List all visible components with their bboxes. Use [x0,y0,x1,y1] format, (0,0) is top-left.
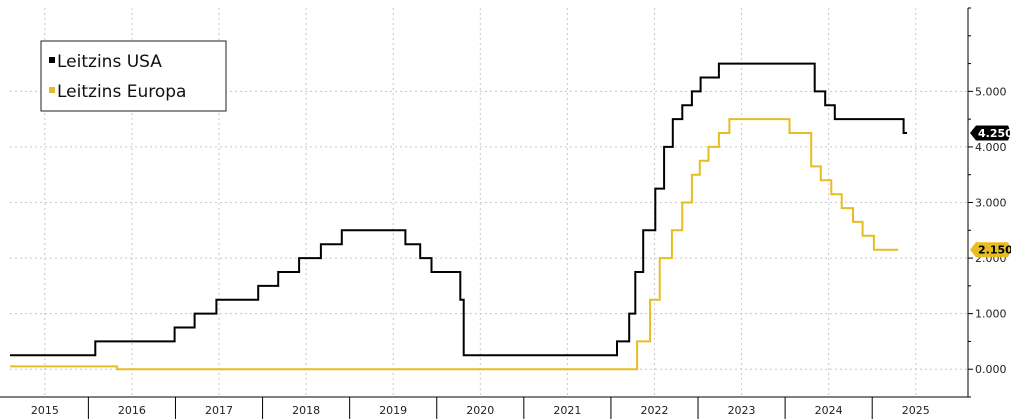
y-tick-label: 0.000 [975,363,1007,376]
y-tick-label: 4.000 [975,141,1007,154]
end-value-badge-label: 2.150 [978,244,1011,257]
series-line-0 [10,62,907,357]
x-tick-label: 2015 [31,404,59,417]
x-tick-label: 2016 [118,404,146,417]
end-value-badge-0: 4.250 [970,125,1011,141]
end-value-badge-label: 4.250 [978,127,1011,140]
y-tick-label: 5.000 [975,85,1007,98]
end-value-badges: 4.250 2.150 [970,125,1011,258]
x-tick-label: 2018 [292,404,320,417]
legend: Leitzins USA Leitzins Europa [40,40,227,112]
year-separators [87,397,873,419]
y-tick-label: 3.000 [975,197,1007,210]
x-tick-label: 2017 [205,404,233,417]
x-axis-ticks: 2015 2016 2017 2018 2019 2020 2021 2022 2023 2024… [31,404,930,417]
x-tick-label: 2024 [815,404,843,417]
end-value-badge-shape [970,242,1010,258]
legend-swatch-europa [49,87,55,93]
x-tick-label: 2019 [379,404,407,417]
legend-box [40,40,227,112]
y-tick-label: 1.000 [975,308,1007,321]
series-lines [10,62,907,371]
x-tick-label: 2023 [728,404,756,417]
x-tick-label: 2025 [902,404,930,417]
x-tick-label: 2022 [640,404,668,417]
legend-label-usa: Leitzins USA [57,52,162,72]
legend-label-europa: Leitzins Europa [57,82,186,102]
end-value-badge-1: 2.150 [970,242,1011,258]
end-value-badge-shape [970,125,1010,141]
x-tick-label: 2020 [466,404,494,417]
x-tick-label: 2021 [553,404,581,417]
legend-swatch-usa [49,57,55,63]
series-line-1 [10,118,899,371]
